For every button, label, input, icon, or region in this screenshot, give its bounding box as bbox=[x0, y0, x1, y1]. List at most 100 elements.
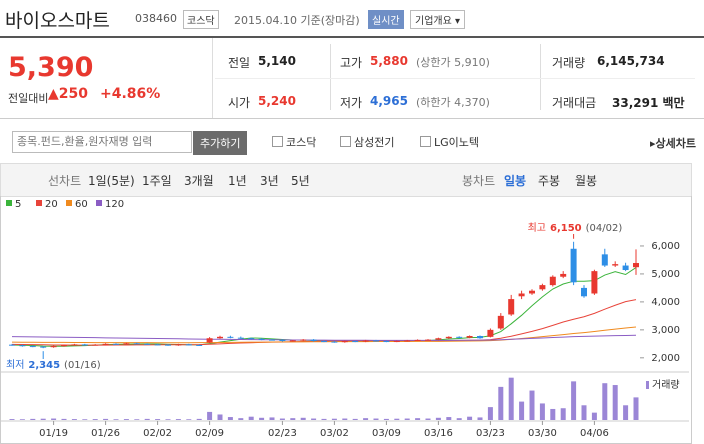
note: 최고 6,150 (04/02) bbox=[528, 222, 623, 234]
tab[interactable]: 5년 bbox=[291, 174, 310, 188]
change-pct: +4.86% bbox=[100, 86, 161, 102]
candle-body bbox=[321, 341, 327, 343]
volume-bar bbox=[113, 419, 119, 420]
x-tick-label: 02/02 bbox=[143, 428, 172, 439]
candle-body bbox=[539, 285, 546, 290]
quote-value: 5,880 bbox=[370, 54, 408, 68]
candle-body bbox=[383, 341, 390, 343]
volume-bar bbox=[186, 419, 192, 420]
volume-bar bbox=[602, 383, 608, 420]
candle-body bbox=[133, 343, 140, 345]
candle-body bbox=[622, 265, 629, 271]
volume-bar bbox=[446, 417, 452, 420]
search-input[interactable]: 종목.펀드,환율,원자재명 입력 bbox=[12, 131, 192, 153]
tab[interactable]: 3개월 bbox=[184, 174, 214, 188]
volume-bar bbox=[9, 419, 15, 420]
y-tick-label: 2,000 bbox=[651, 353, 680, 364]
volume-bar bbox=[51, 418, 57, 420]
x-tick-label: 04/06 bbox=[580, 428, 609, 439]
candle-body bbox=[549, 276, 556, 286]
volume-bar bbox=[165, 419, 171, 420]
x-tick-label: 03/02 bbox=[320, 428, 349, 439]
tab[interactable]: 일봉 bbox=[504, 174, 527, 188]
candle-body bbox=[425, 339, 431, 341]
tab[interactable]: 봉차트 bbox=[462, 174, 496, 188]
divider bbox=[0, 36, 704, 38]
volume-bar bbox=[456, 418, 462, 420]
change-label: 전일대비 bbox=[8, 92, 49, 105]
note-date: (04/02) bbox=[586, 223, 623, 234]
candle-body bbox=[445, 336, 452, 339]
volume-bar bbox=[134, 419, 140, 420]
volume-bar bbox=[467, 416, 473, 420]
volume-bar bbox=[539, 403, 545, 420]
candle-body bbox=[310, 339, 317, 342]
x-tick-label: 03/16 bbox=[424, 428, 453, 439]
volume-bar bbox=[477, 417, 483, 420]
detail-text: 상세차트 bbox=[655, 137, 697, 150]
candle-body bbox=[269, 339, 275, 341]
candle-body bbox=[393, 341, 400, 343]
legend-swatch bbox=[66, 200, 72, 206]
tab[interactable]: 1주일 bbox=[142, 174, 172, 188]
candle-body bbox=[497, 315, 504, 329]
tab[interactable]: 선차트 bbox=[48, 174, 82, 188]
quote-value: 5,140 bbox=[258, 54, 296, 68]
candle-body bbox=[466, 336, 473, 338]
checkbox[interactable] bbox=[340, 136, 351, 147]
note-value: 2,345 bbox=[28, 360, 60, 371]
divider bbox=[540, 44, 541, 110]
tab[interactable]: 1년 bbox=[228, 174, 247, 188]
tab[interactable]: 주봉 bbox=[538, 174, 561, 188]
volume-bar bbox=[394, 418, 400, 420]
candle-body bbox=[404, 340, 411, 342]
divider bbox=[330, 44, 331, 110]
volume-bar bbox=[269, 417, 275, 420]
tab[interactable]: 1일(5분) bbox=[88, 174, 135, 188]
candle-body bbox=[9, 344, 15, 346]
volume-bar bbox=[519, 401, 525, 420]
quote-label: 거래대금 bbox=[552, 96, 597, 110]
realtime-button[interactable]: 실시간 bbox=[368, 10, 404, 29]
candle-body bbox=[352, 341, 359, 343]
candle-body bbox=[414, 339, 421, 341]
divider bbox=[215, 78, 695, 79]
tab[interactable]: 월봉 bbox=[575, 174, 598, 188]
add-button[interactable]: 추가하기 bbox=[193, 131, 248, 155]
candle-body bbox=[341, 341, 348, 343]
candle-body bbox=[81, 344, 88, 346]
volume-legend: 거래량 bbox=[652, 379, 680, 391]
quote-value: 5,240 bbox=[258, 94, 296, 108]
volume-bar bbox=[259, 417, 265, 420]
volume-bar bbox=[383, 418, 389, 420]
volume-bar bbox=[352, 418, 358, 420]
quote-value: 6,145,734 bbox=[597, 54, 665, 68]
detail-link[interactable]: ▸상세차트 bbox=[650, 137, 697, 150]
volume-bar bbox=[71, 419, 77, 420]
tab-bar bbox=[0, 163, 692, 197]
candle-body bbox=[40, 346, 47, 348]
candle-body bbox=[560, 273, 567, 277]
quote-label: 고가 bbox=[340, 56, 363, 70]
candle-body bbox=[289, 340, 296, 342]
volume-bar bbox=[207, 411, 213, 420]
volume-bar bbox=[123, 419, 129, 420]
volume-bar bbox=[40, 418, 46, 420]
tab[interactable]: 3년 bbox=[260, 174, 279, 188]
checkbox[interactable] bbox=[420, 136, 431, 147]
overview-button[interactable]: 기업개요 ▾ bbox=[410, 10, 466, 29]
volume-bar bbox=[61, 418, 67, 420]
candle-body bbox=[456, 336, 463, 338]
candle-body bbox=[518, 293, 525, 297]
candle-body bbox=[633, 263, 639, 268]
volume-bar bbox=[633, 397, 639, 420]
volume-bar bbox=[82, 419, 88, 420]
checkbox[interactable] bbox=[272, 136, 283, 147]
candle-body bbox=[154, 344, 161, 346]
candle-body bbox=[19, 345, 26, 347]
candle-body bbox=[435, 338, 442, 340]
volume-bar bbox=[279, 418, 285, 420]
candle-body bbox=[570, 248, 577, 283]
candle-body bbox=[591, 271, 598, 294]
x-tick-label: 01/26 bbox=[91, 428, 120, 439]
